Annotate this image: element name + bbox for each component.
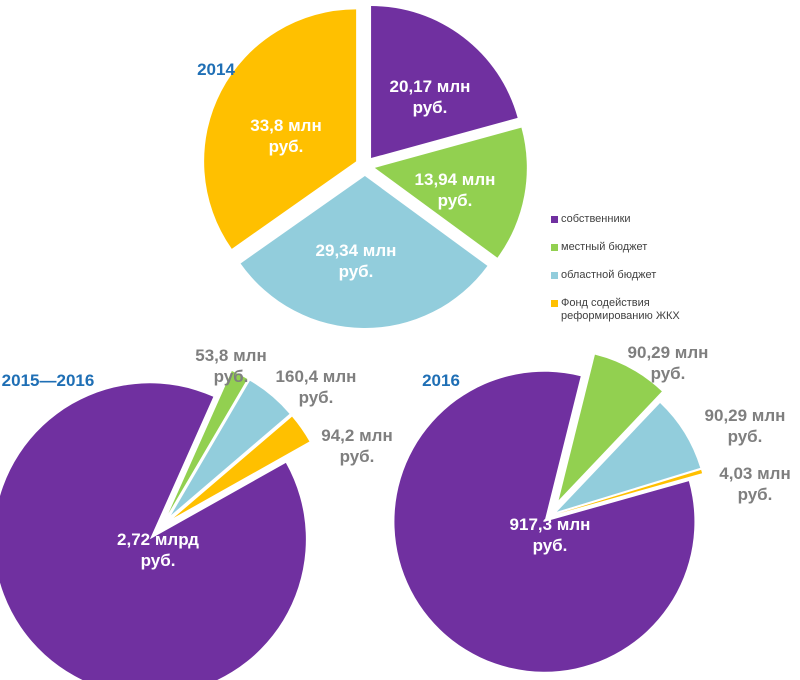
data-label: 90,29 млн руб.: [627, 343, 709, 383]
pie-slice-3-2: [556, 402, 701, 512]
data-label: 20,17 млн руб.: [389, 77, 471, 117]
legend-item: областной бюджет: [551, 269, 711, 297]
pie-slice-2-4: [0, 383, 306, 680]
data-label: 53,8 млн руб.: [195, 346, 267, 386]
data-label: 94,2 млн руб.: [321, 426, 393, 466]
data-label: 29,34 млн руб.: [315, 241, 397, 281]
pie-slice-2-1: [168, 371, 248, 514]
legend-swatch: [551, 244, 558, 251]
data-label: 917,3 млн руб.: [509, 515, 591, 555]
data-label: 90,29 млн руб.: [704, 406, 786, 446]
pie-slice-3-1: [558, 354, 662, 501]
legend: собственники местный бюджет областной бю…: [551, 213, 711, 325]
pie-title-2015-2016: 2015—2016: [1, 371, 95, 390]
data-label: 33,8 млн руб.: [250, 116, 322, 156]
pie-slice-2-3: [173, 416, 310, 518]
data-label: 160,4 млн руб.: [275, 367, 357, 407]
pie-slice-1-2: [374, 127, 527, 258]
pie-slice-1-3: [240, 175, 488, 328]
legend-swatch: [551, 216, 558, 223]
pie-slice-1-4: [204, 9, 357, 249]
legend-item: собственники: [551, 213, 711, 241]
pie-slice-3-4: [394, 371, 695, 672]
data-label: 2,72 млрд руб.: [117, 530, 199, 570]
pie-slice-3-3: [557, 469, 703, 514]
pie-title-2016: 2016: [422, 371, 460, 390]
legend-swatch: [551, 272, 558, 279]
pie-slice-1-1: [371, 6, 518, 159]
data-label: 4,03 млн руб.: [719, 464, 791, 504]
legend-item: Фонд содействия реформированию ЖКХ: [551, 297, 711, 325]
data-label: 13,94 млн руб.: [414, 170, 496, 210]
legend-item: местный бюджет: [551, 241, 711, 269]
pie-slice-2-2: [170, 380, 290, 516]
legend-swatch: [551, 300, 558, 307]
pie-title-2014: 2014: [197, 60, 235, 79]
